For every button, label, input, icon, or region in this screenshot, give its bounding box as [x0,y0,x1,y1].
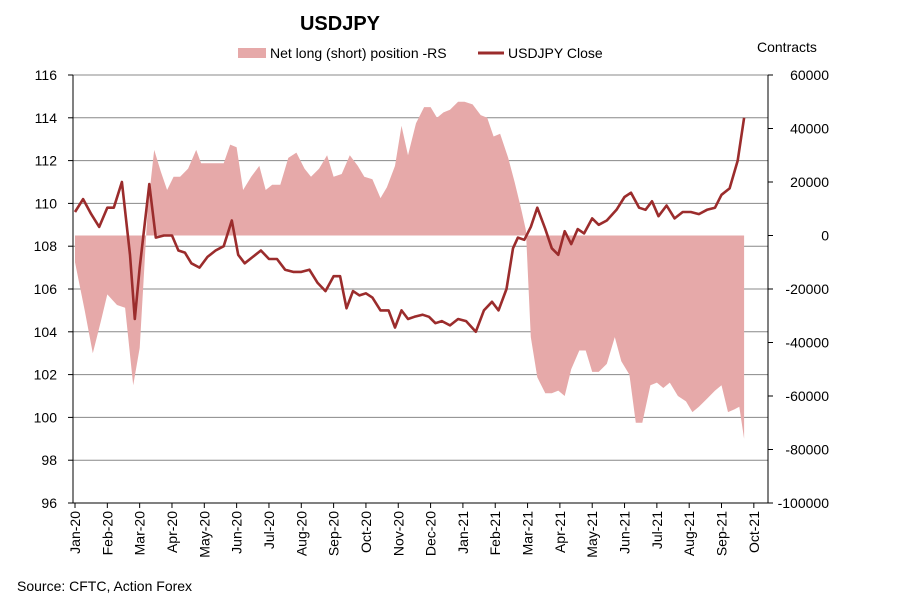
x-tick-label: Sep-21 [714,511,730,556]
net-position-area-layer [75,101,745,439]
left-tick-label: 108 [34,238,58,254]
x-tick-label: Dec-20 [423,511,439,556]
legend-area-label: Net long (short) position -RS [270,45,447,61]
x-tick-label: May-21 [584,511,600,558]
left-tick-label: 110 [35,195,58,211]
right-tick-label: 40000 [790,121,829,137]
x-tick-label: Nov-20 [390,511,406,556]
chart-title: USDJPY [300,13,381,35]
usdjpy-close-line [73,117,746,334]
right-axis-title: Contracts [757,39,817,55]
source-note: Source: CFTC, Action Forex [17,578,193,594]
right-tick-label: -40000 [785,335,829,351]
x-tick-label: Jul-20 [261,511,277,549]
left-tick-label: 102 [34,367,58,383]
x-tick-label: Aug-20 [293,511,309,556]
left-tick-label: 114 [35,110,58,126]
x-tick-label: Feb-20 [99,511,115,556]
x-tick-label: Oct-20 [358,511,374,553]
x-tick-label: Feb-21 [487,511,503,556]
left-tick-label: 116 [35,67,58,83]
left-axis-ticks: 116 114 112 110 108 106 104 102 100 98 96 [34,67,73,511]
usdjpy-close-line-layer [73,117,746,334]
left-tick-label: 106 [34,281,58,297]
right-tick-label: -80000 [785,442,829,458]
left-tick-label: 112 [35,153,58,169]
x-tick-label: Apr-21 [552,511,568,553]
net-position-area [75,101,745,439]
x-tick-label: Apr-20 [164,511,180,553]
x-tick-label: Jan-21 [455,511,471,554]
left-tick-label: 100 [34,409,58,425]
x-tick-label: Jan-20 [67,511,83,554]
left-tick-label: 96 [41,495,57,511]
legend-line-label: USDJPY Close [508,45,603,61]
x-tick-label: Aug-21 [681,511,697,556]
right-tick-label: -100000 [778,495,830,511]
left-tick-label: 98 [41,452,57,468]
x-tick-label: May-20 [196,511,212,558]
left-tick-label: 104 [34,324,58,340]
x-tick-label: Jul-21 [649,511,665,549]
right-tick-label: 60000 [790,67,829,83]
right-tick-label: -20000 [785,281,829,297]
right-axis-ticks: 60000 40000 20000 0 -20000 -40000 -60000 -80000… [768,67,829,511]
x-axis-ticks: Jan-20 Feb-20 Mar-20 Apr-20 May-20 Jun-20 Jul-… [67,503,762,558]
right-tick-label: -60000 [785,388,829,404]
legend-area-swatch [238,48,266,58]
x-tick-label: Oct-21 [746,511,762,553]
x-tick-label: Sep-20 [326,511,342,556]
right-tick-label: 20000 [790,174,829,190]
right-tick-label: 0 [821,228,829,244]
x-tick-label: Jun-21 [617,511,633,554]
x-tick-label: Mar-21 [520,511,536,556]
x-tick-label: Mar-20 [132,511,148,556]
x-tick-label: Jun-20 [229,511,245,554]
